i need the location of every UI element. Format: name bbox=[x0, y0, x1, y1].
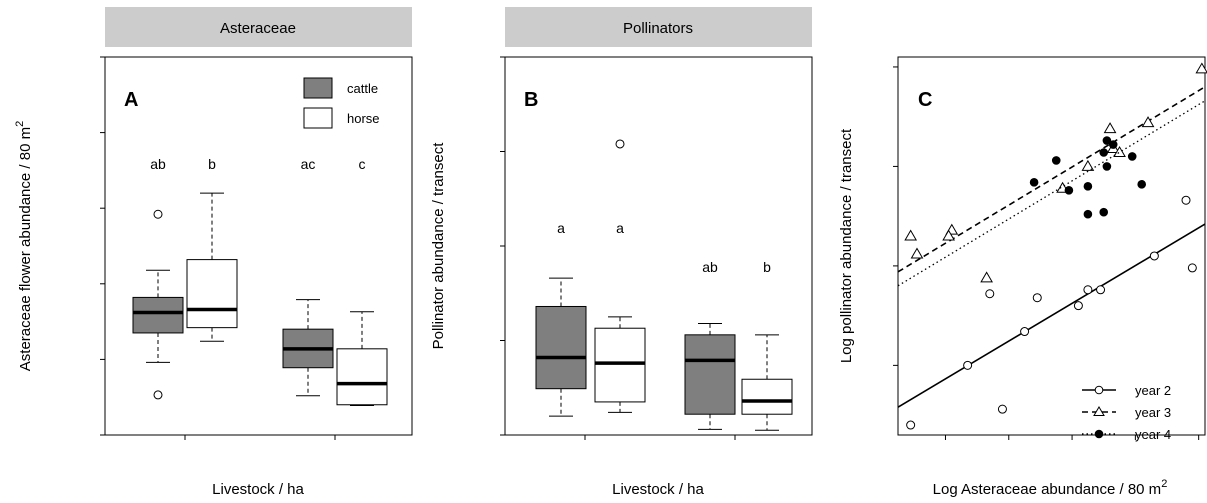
c-fit-line-year2 bbox=[897, 223, 1206, 408]
c-point-year4 bbox=[1099, 207, 1109, 217]
a-cattle-0.5-box bbox=[132, 296, 184, 334]
c-point-year2 bbox=[1083, 285, 1093, 295]
panel-a: Asteraceae A Asteraceae flower abundance… bbox=[14, 7, 413, 498]
c-point-year2 bbox=[1096, 285, 1106, 295]
a-horse-1.0-box bbox=[336, 348, 388, 406]
c-point-year2 bbox=[1020, 327, 1030, 337]
c-point-year2 bbox=[1149, 251, 1159, 261]
c-point-year4 bbox=[1083, 182, 1093, 191]
a-cattle-0.5-letter: ab bbox=[150, 156, 166, 172]
x-axis-label-b: Livestock / ha bbox=[612, 481, 704, 498]
a-cattle-0.5-outlier bbox=[153, 390, 163, 400]
c-point-year4 bbox=[1083, 209, 1093, 219]
y-axis-label-c-text: Log pollinator abundance / transect bbox=[838, 128, 855, 363]
c-point-year3 bbox=[1103, 122, 1117, 134]
legend-marker-year4 bbox=[1094, 429, 1104, 439]
b-horse-1.0-letter: b bbox=[763, 259, 771, 275]
c-point-year2 bbox=[1073, 301, 1083, 311]
b-cattle-1.0-letter: ab bbox=[702, 259, 718, 275]
c-point-year4 bbox=[1127, 152, 1137, 161]
c-point-year2 bbox=[997, 404, 1007, 414]
c-point-year3 bbox=[1113, 145, 1126, 157]
c-fit-line-year4 bbox=[897, 100, 1206, 287]
a-horse-0.5-box bbox=[186, 259, 238, 329]
legend-c: year 2 year 3 year 4 bbox=[1082, 383, 1171, 442]
a-horse-0.5-letter: b bbox=[208, 156, 216, 172]
c-point-year3 bbox=[942, 229, 956, 241]
legend-label-year2: year 2 bbox=[1135, 383, 1171, 398]
c-point-year3 bbox=[1195, 62, 1207, 74]
c-point-year4 bbox=[1102, 162, 1112, 171]
a-cattle-1.0-letter: ac bbox=[301, 156, 316, 172]
c-point-year4 bbox=[1137, 180, 1147, 189]
c-point-year4 bbox=[1108, 140, 1118, 149]
c-point-year2 bbox=[1181, 195, 1191, 205]
legend-marker-year3 bbox=[1093, 406, 1105, 416]
c-point-year2 bbox=[1032, 293, 1042, 303]
x-axis-label-c: Log Asteraceae abundance / 80 m2 bbox=[933, 478, 1168, 498]
x-axis-label-a: Livestock / ha bbox=[212, 481, 304, 498]
x-axis-label-c-sup: 2 bbox=[1161, 478, 1167, 490]
legend-swatch-cattle bbox=[303, 77, 333, 99]
legend-swatch-horse bbox=[303, 107, 333, 129]
legend-label-year4: year 4 bbox=[1135, 427, 1171, 442]
c-point-year2 bbox=[906, 420, 916, 430]
panel-b: Pollinators B Pollinator abundance / tra… bbox=[430, 7, 813, 498]
plot-frame-c bbox=[897, 56, 1206, 436]
b-horse-0.5-outlier bbox=[615, 139, 625, 149]
c-point-year3 bbox=[904, 229, 918, 241]
c-point-year2 bbox=[1187, 263, 1197, 273]
panel-label-a: A bbox=[124, 89, 138, 111]
y-axis-label-b: Pollinator abundance / transect bbox=[430, 142, 447, 350]
y-axis-label-a-sup: 2 bbox=[14, 121, 26, 127]
a-cattle-0.5-outlier bbox=[153, 209, 163, 219]
legend-label-year3: year 3 bbox=[1135, 405, 1171, 420]
b-cattle-1.0-box bbox=[684, 334, 736, 415]
c-point-year3 bbox=[910, 247, 924, 259]
y-axis-label-a: Asteraceae flower abundance / 80 m2 bbox=[14, 121, 34, 371]
y-axis-label-a-text: Asteraceae flower abundance / 80 m bbox=[17, 127, 34, 371]
c-point-year3 bbox=[1141, 116, 1155, 128]
legend-label-horse: horse bbox=[347, 111, 380, 126]
panel-c: C Log pollinator abundance / transect Lo… bbox=[838, 56, 1207, 498]
c-point-year3 bbox=[1081, 159, 1095, 171]
strip-b bbox=[505, 7, 812, 47]
legend-marker-year2 bbox=[1094, 385, 1104, 395]
svg-text:Asteraceae flower abundance /: Asteraceae flower abundance / 80 m2 bbox=[14, 121, 34, 371]
c-fit-line-year3 bbox=[897, 86, 1206, 273]
strip-a-title: Asteraceae bbox=[220, 20, 296, 37]
c-point-year4 bbox=[1102, 136, 1112, 145]
b-cattle-0.5-box bbox=[535, 305, 587, 390]
b-horse-0.5-box bbox=[594, 327, 646, 403]
plot-frame-a bbox=[104, 56, 413, 436]
x-axis-label-c-text: Log Asteraceae abundance / 80 m bbox=[933, 481, 1162, 498]
b-horse-1.0-box bbox=[741, 378, 793, 415]
y-axis-label-c: Log pollinator abundance / transect bbox=[838, 128, 855, 363]
strip-b-title: Pollinators bbox=[623, 20, 693, 37]
c-point-year4 bbox=[1099, 148, 1109, 157]
y-axis-label-b-text: Pollinator abundance / transect bbox=[430, 142, 447, 350]
a-horse-1.0-letter: c bbox=[359, 156, 366, 172]
panel-label-c: C bbox=[918, 89, 932, 111]
legend-a: cattle horse bbox=[303, 77, 380, 129]
panel-label-b: B bbox=[524, 89, 538, 111]
strip-a bbox=[105, 7, 412, 47]
c-point-year4 bbox=[1051, 156, 1061, 165]
c-point-year2 bbox=[985, 289, 995, 299]
b-horse-0.5-letter: a bbox=[616, 220, 624, 236]
c-point-year4 bbox=[1029, 178, 1039, 187]
legend-label-cattle: cattle bbox=[347, 81, 378, 96]
c-point-year3 bbox=[980, 271, 993, 283]
b-cattle-0.5-letter: a bbox=[557, 220, 565, 236]
c-point-year2 bbox=[963, 360, 973, 370]
c-point-year4 bbox=[1064, 185, 1074, 195]
